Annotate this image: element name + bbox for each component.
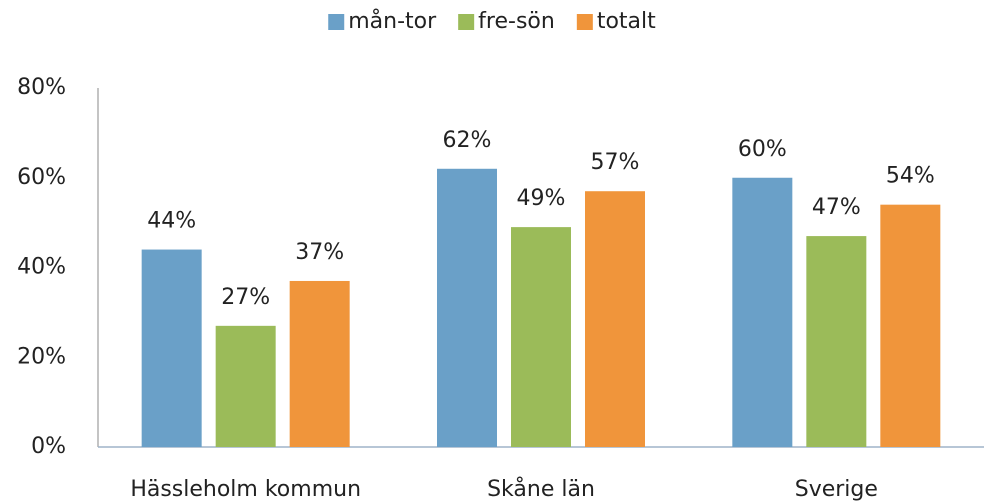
value-label: 60% bbox=[738, 137, 787, 162]
bar bbox=[289, 280, 350, 447]
bar bbox=[215, 325, 276, 447]
value-label: 27% bbox=[221, 285, 270, 310]
y-tick-label: 0% bbox=[31, 434, 66, 459]
legend-label: fre-sön bbox=[478, 9, 555, 34]
value-label: 54% bbox=[886, 164, 935, 189]
bar bbox=[732, 177, 793, 447]
x-tick-label: Skåne län bbox=[487, 476, 595, 502]
value-label: 49% bbox=[517, 186, 566, 211]
bar bbox=[141, 249, 202, 447]
legend-label: totalt bbox=[597, 9, 656, 34]
value-label: 44% bbox=[147, 209, 196, 234]
bar bbox=[585, 191, 645, 447]
legend: mån-tor fre-sön totalt bbox=[328, 8, 656, 34]
legend-swatch bbox=[328, 14, 345, 30]
bar bbox=[437, 168, 497, 447]
bar bbox=[806, 236, 867, 447]
value-label: 57% bbox=[591, 150, 640, 175]
x-tick-label: Sverige bbox=[795, 477, 878, 502]
y-tick-label: 60% bbox=[17, 165, 66, 190]
x-tick-label: Hässleholm kommun bbox=[130, 477, 361, 502]
legend-label: mån-tor bbox=[348, 8, 437, 34]
value-label: 47% bbox=[812, 195, 861, 220]
value-label: 37% bbox=[295, 240, 344, 265]
bar bbox=[511, 227, 571, 447]
value-label: 62% bbox=[443, 128, 492, 153]
legend-swatch bbox=[576, 14, 593, 30]
y-tick-label: 40% bbox=[17, 255, 66, 280]
legend-swatch bbox=[458, 14, 475, 30]
y-tick-label: 80% bbox=[17, 75, 66, 100]
bar bbox=[880, 204, 941, 447]
y-tick-label: 20% bbox=[17, 344, 66, 369]
